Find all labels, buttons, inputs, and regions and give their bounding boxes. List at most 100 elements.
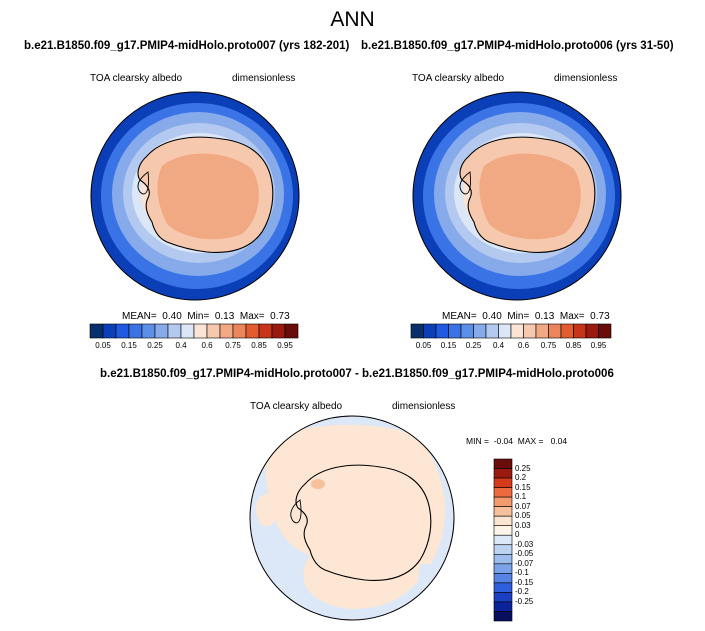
- colorbar-difference-swatch: [493, 487, 513, 498]
- page-title: ANN: [330, 8, 375, 31]
- colorbar-left-tick-label: 0.15: [121, 341, 137, 350]
- colorbar-left-swatch: [167, 323, 182, 339]
- map-difference: [250, 416, 454, 620]
- colorbar-left-swatch: [102, 323, 117, 339]
- difference-units: dimensionless: [392, 401, 456, 412]
- colorbar-difference-tick-label: -0.1: [515, 568, 529, 578]
- mean-label: MEAN=: [122, 311, 157, 322]
- map-right: [413, 92, 621, 300]
- colorbar-right-swatch: [448, 323, 462, 339]
- panel-left-case-title: b.e21.B1850.f09_g17.PMIP4-midHolo.proto0…: [24, 40, 350, 52]
- colorbar-difference-swatch: [493, 563, 513, 574]
- colorbar-left-tick-label: 0.4: [175, 341, 187, 350]
- colorbar-left-tick-label: 0.6: [201, 341, 213, 350]
- colorbar-right: [410, 323, 612, 339]
- max-label: Max=: [239, 311, 265, 322]
- mean-label: MEAN=: [442, 311, 477, 322]
- panel-right-case-title: b.e21.B1850.f09_g17.PMIP4-midHolo.proto0…: [361, 40, 674, 52]
- colorbar-difference-swatch: [493, 573, 513, 584]
- colorbar-left-swatch: [245, 323, 260, 339]
- colorbar-difference-tick-label: -0.2: [515, 587, 529, 597]
- colorbar-right-swatch: [410, 323, 424, 339]
- colorbar-difference-tick-label: -0.05: [515, 549, 534, 559]
- colorbar-difference-swatch: [493, 496, 513, 507]
- colorbar-right-swatch: [523, 323, 537, 339]
- colorbar-left-tick-label: 0.25: [147, 341, 163, 350]
- panel-left-units: dimensionless: [232, 73, 296, 84]
- colorbar-difference-tick-label: 0.07: [515, 501, 531, 511]
- colorbar-left-swatch: [258, 323, 273, 339]
- colorbar-difference-swatch: [493, 477, 513, 488]
- colorbar-difference-tick-label: 0: [515, 530, 520, 540]
- colorbar-left-swatch: [141, 323, 156, 339]
- colorbar-difference: [493, 458, 513, 622]
- colorbar-right-swatch: [473, 323, 487, 339]
- colorbar-right-swatch: [423, 323, 437, 339]
- min-value: 0.13: [214, 311, 235, 322]
- colorbar-left-tick-label: 0.75: [225, 341, 241, 350]
- colorbar-right-swatch: [535, 323, 549, 339]
- colorbar-right-swatch: [585, 323, 599, 339]
- max-value: 0.73: [270, 311, 290, 322]
- colorbar-difference-swatch: [493, 601, 513, 612]
- mean-value: 0.40: [162, 311, 182, 322]
- colorbar-difference-swatch: [493, 611, 513, 622]
- colorbar-right-swatch: [560, 323, 574, 339]
- colorbar-right-tick-label: 0.4: [492, 341, 505, 350]
- colorbar-difference-swatch: [493, 592, 513, 603]
- colorbar-right-swatch: [435, 323, 449, 339]
- panel-right-stats: MEAN= 0.40 Min= 0.13 Max= 0.73: [442, 311, 610, 322]
- min-label: Min=: [507, 311, 530, 322]
- difference-variable: TOA clearsky albedo: [250, 401, 343, 412]
- colorbar-difference-tick-label: 0.2: [515, 473, 527, 483]
- map-right-border: [412, 91, 622, 301]
- map-difference-border: [249, 415, 455, 621]
- panel-left-stats: MEAN= 0.40 Min= 0.13 Max= 0.73: [122, 311, 290, 322]
- colorbar-difference-tick-label: -0.25: [515, 596, 534, 606]
- colorbar-left-swatch: [206, 323, 221, 339]
- colorbar-left-swatch: [271, 323, 286, 339]
- colorbar-left-tick-label: 0.85: [251, 341, 267, 350]
- colorbar-difference-tick-label: 0.25: [515, 463, 531, 473]
- colorbar-right-swatch: [460, 323, 474, 339]
- colorbar-difference-tick-label: 0.15: [515, 482, 531, 492]
- colorbar-difference-swatch: [493, 506, 513, 517]
- max-label: Max=: [559, 311, 585, 322]
- diff-min-label: MIN =: [466, 436, 489, 446]
- mean-value: 0.40: [482, 311, 502, 322]
- colorbar-difference-swatch: [493, 458, 513, 469]
- colorbar-right-swatch: [498, 323, 512, 339]
- difference-title: b.e21.B1850.f09_g17.PMIP4-midHolo.proto0…: [100, 368, 614, 380]
- colorbar-right-tick-label: 0.85: [565, 341, 582, 350]
- colorbar-right-tick-label: 0.05: [415, 341, 432, 350]
- colorbar-right-swatch: [510, 323, 524, 339]
- colorbar-left-swatch: [193, 323, 208, 339]
- colorbar-left-swatch: [219, 323, 234, 339]
- panel-left-variable: TOA clearsky albedo: [90, 73, 183, 84]
- diff-max-label: MAX =: [517, 436, 544, 446]
- max-value: 0.73: [590, 311, 610, 322]
- colorbar-difference-tick-label: -0.03: [515, 539, 534, 549]
- panel-right-units: dimensionless: [554, 73, 618, 84]
- colorbar-left-tick-label: 0.95: [277, 341, 293, 350]
- colorbar-left-swatch: [128, 323, 143, 339]
- diff-min-value: -0.04: [493, 436, 514, 446]
- colorbar-left-swatch: [284, 323, 299, 339]
- colorbar-left-swatch: [180, 323, 195, 339]
- colorbar-right-swatch: [485, 323, 499, 339]
- panel-right-variable: TOA clearsky albedo: [412, 73, 505, 84]
- colorbar-right-tick-label: 0.6: [517, 341, 530, 350]
- colorbar-difference-swatch: [493, 553, 513, 565]
- colorbar-left-swatch: [232, 323, 247, 339]
- colorbar-right-tick-label: 0.75: [540, 341, 557, 350]
- colorbar-right-swatch: [573, 323, 587, 339]
- colorbar-difference-swatch: [493, 534, 513, 546]
- map-left: [91, 92, 299, 300]
- colorbar-difference-tick-label: 0.03: [515, 520, 531, 530]
- min-label: Min=: [187, 311, 210, 322]
- colorbar-right-swatch: [548, 323, 562, 339]
- colorbar-left: [89, 323, 299, 339]
- colorbar-right-tick-label: 0.15: [440, 341, 457, 350]
- colorbar-difference-swatch: [493, 525, 513, 536]
